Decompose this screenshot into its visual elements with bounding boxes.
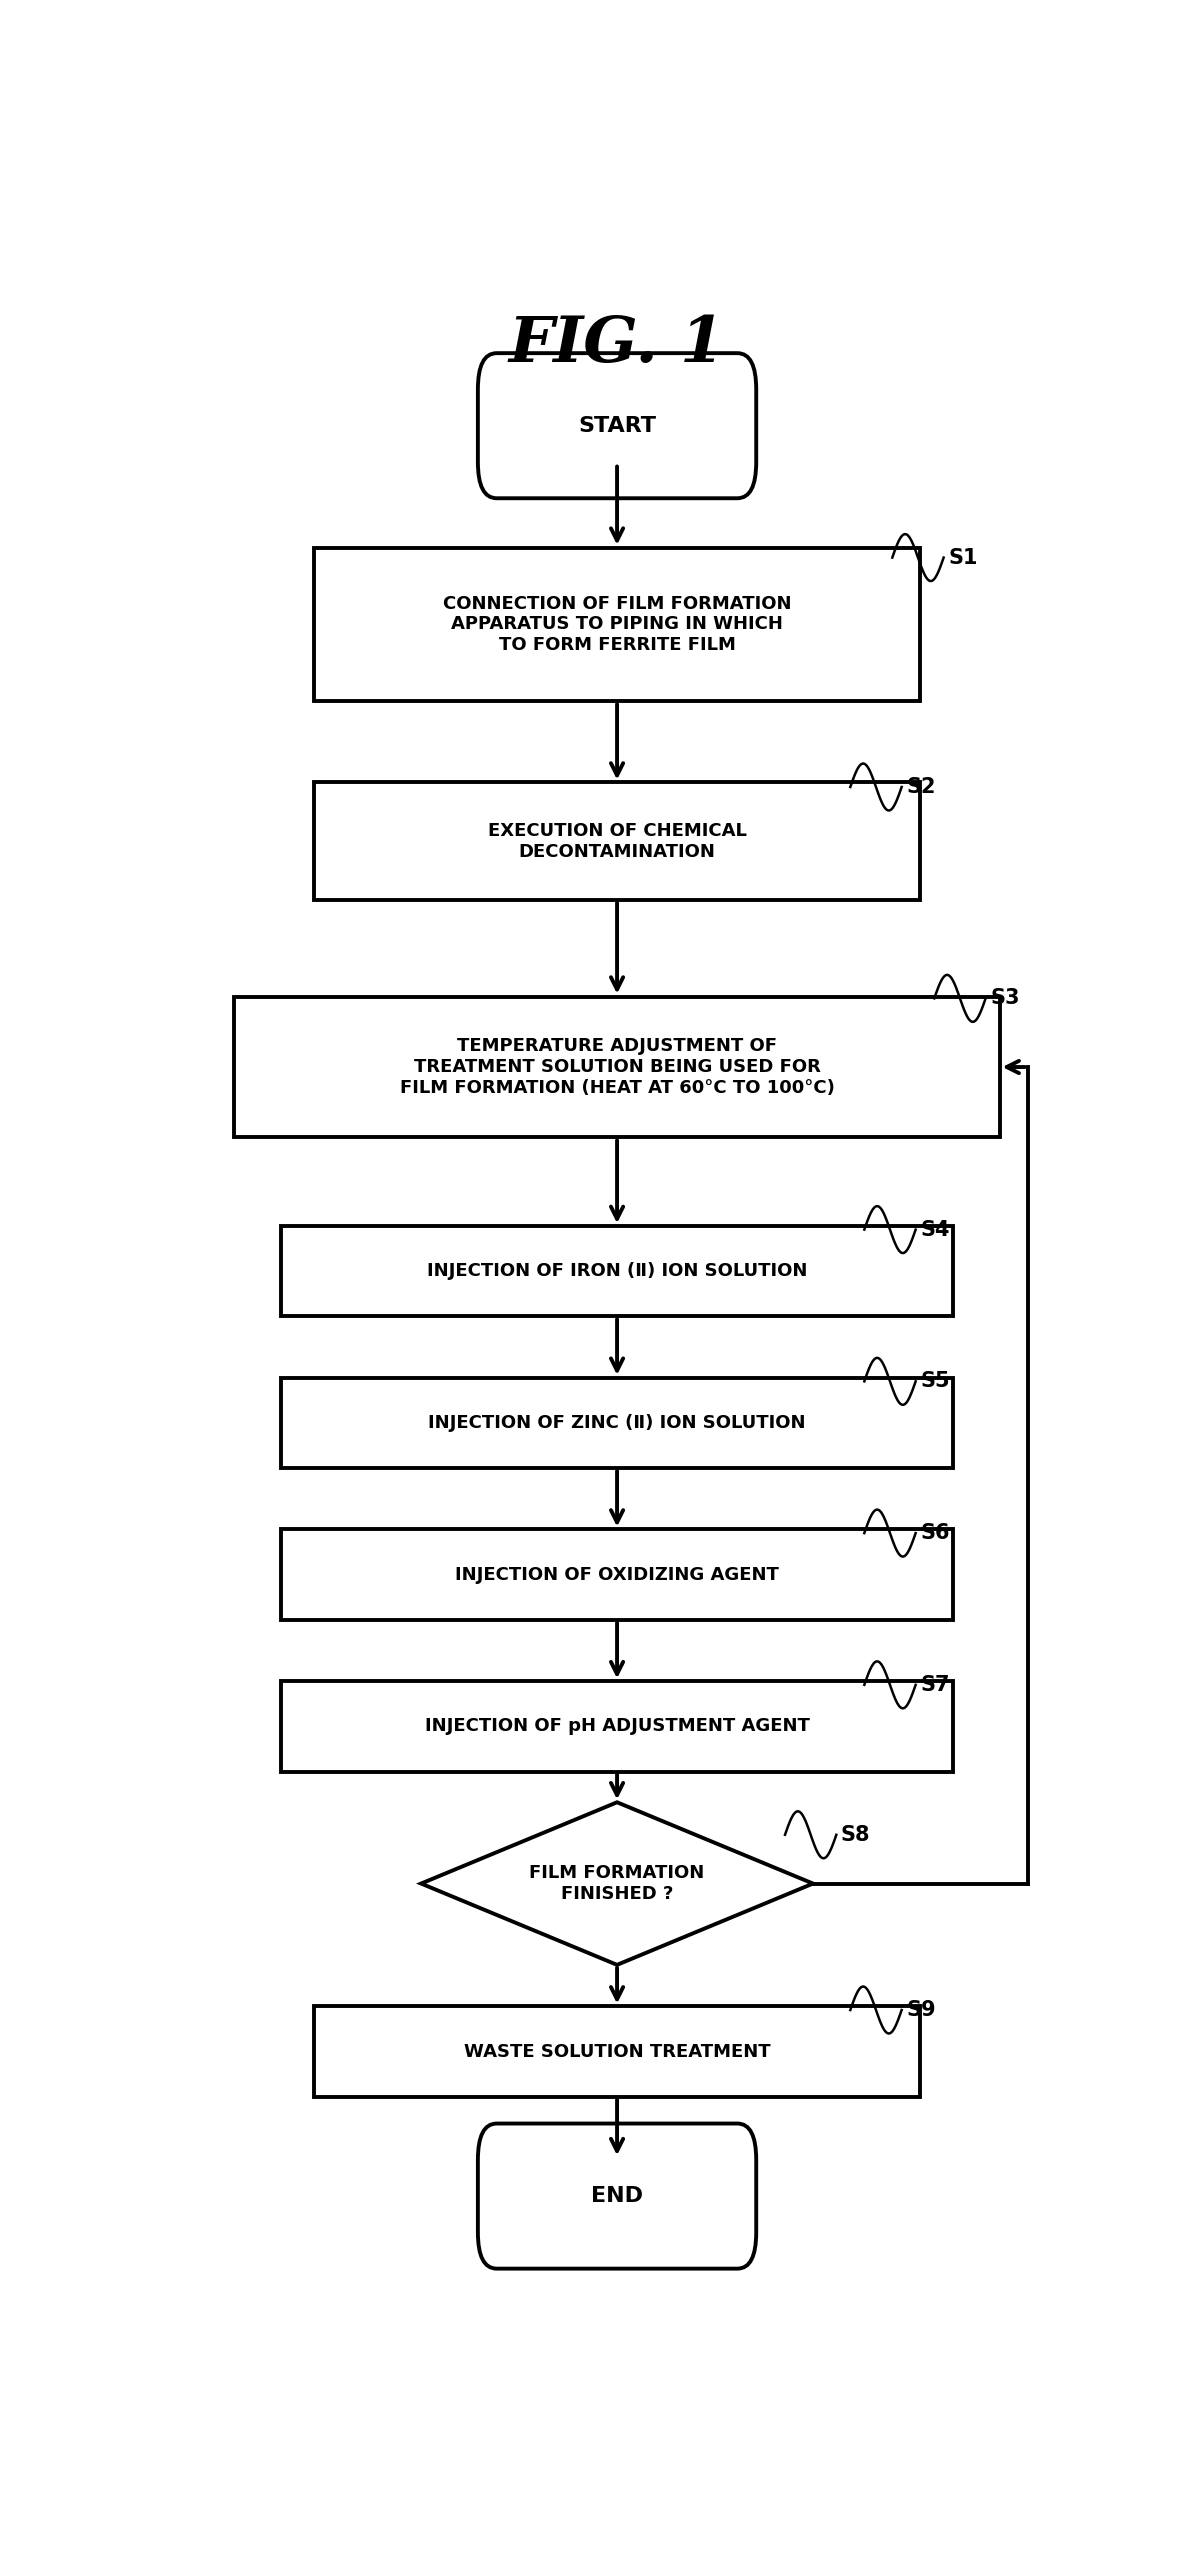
Text: INJECTION OF pH ADJUSTMENT AGENT: INJECTION OF pH ADJUSTMENT AGENT bbox=[425, 1719, 809, 1737]
Polygon shape bbox=[421, 1803, 813, 1965]
Text: END: END bbox=[591, 2186, 643, 2207]
Text: S6: S6 bbox=[920, 1523, 950, 1544]
Text: FILM FORMATION
FINISHED ?: FILM FORMATION FINISHED ? bbox=[530, 1865, 704, 1904]
Text: CONNECTION OF FILM FORMATION
APPARATUS TO PIPING IN WHICH
TO FORM FERRITE FILM: CONNECTION OF FILM FORMATION APPARATUS T… bbox=[443, 593, 791, 655]
Text: START: START bbox=[578, 416, 656, 437]
Text: INJECTION OF IRON (Ⅱ) ION SOLUTION: INJECTION OF IRON (Ⅱ) ION SOLUTION bbox=[427, 1261, 807, 1279]
FancyBboxPatch shape bbox=[478, 352, 756, 498]
Text: EXECUTION OF CHEMICAL
DECONTAMINATION: EXECUTION OF CHEMICAL DECONTAMINATION bbox=[488, 822, 746, 861]
Bar bbox=[235, 997, 999, 1138]
Text: S9: S9 bbox=[907, 2001, 936, 2019]
Bar bbox=[282, 1225, 954, 1315]
Text: S3: S3 bbox=[991, 989, 1020, 1010]
Text: S5: S5 bbox=[920, 1372, 950, 1392]
Text: S2: S2 bbox=[907, 776, 936, 796]
FancyBboxPatch shape bbox=[478, 2125, 756, 2268]
Bar bbox=[314, 547, 920, 701]
Text: INJECTION OF ZINC (Ⅱ) ION SOLUTION: INJECTION OF ZINC (Ⅱ) ION SOLUTION bbox=[429, 1413, 805, 1431]
Text: TEMPERATURE ADJUSTMENT OF
TREATMENT SOLUTION BEING USED FOR
FILM FORMATION (HEAT: TEMPERATURE ADJUSTMENT OF TREATMENT SOLU… bbox=[400, 1038, 834, 1097]
Text: S8: S8 bbox=[842, 1824, 870, 1845]
Text: INJECTION OF OXIDIZING AGENT: INJECTION OF OXIDIZING AGENT bbox=[455, 1565, 779, 1583]
Text: FIG. 1: FIG. 1 bbox=[509, 313, 725, 375]
Text: WASTE SOLUTION TREATMENT: WASTE SOLUTION TREATMENT bbox=[464, 2042, 771, 2060]
Bar bbox=[314, 784, 920, 899]
Bar bbox=[282, 1529, 954, 1621]
Text: S4: S4 bbox=[920, 1220, 950, 1241]
Text: S7: S7 bbox=[920, 1675, 950, 1696]
Bar bbox=[282, 1680, 954, 1773]
Text: S1: S1 bbox=[949, 547, 978, 568]
Bar bbox=[314, 2006, 920, 2096]
Bar bbox=[282, 1377, 954, 1467]
